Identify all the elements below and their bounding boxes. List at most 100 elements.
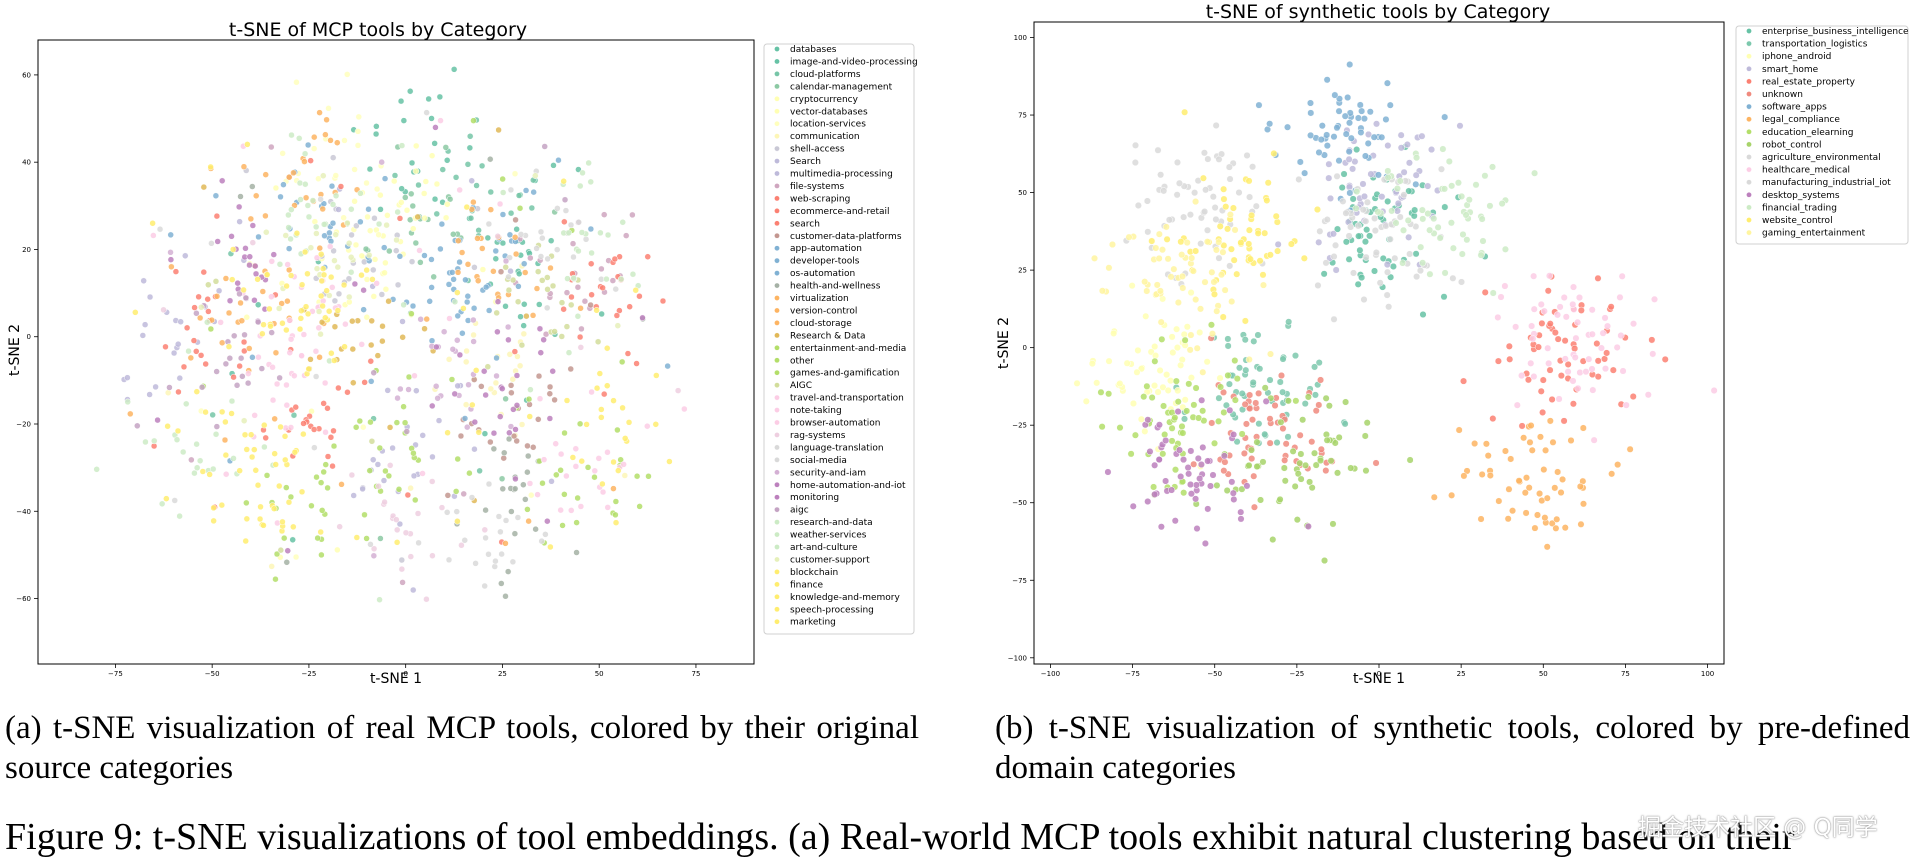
chart-b-point — [1533, 511, 1542, 519]
chart-a-legend-label: speech-processing — [790, 605, 874, 615]
chart-b-point — [1534, 343, 1542, 351]
chart-b-point — [1216, 374, 1224, 382]
chart-b-point — [1152, 244, 1160, 252]
chart-a-point — [350, 379, 357, 387]
chart-a-point — [367, 418, 374, 426]
chart-a-point — [288, 131, 295, 139]
chart-b-point — [1261, 229, 1269, 237]
chart-b-point — [1471, 439, 1479, 448]
chart-a-point — [235, 203, 243, 211]
chart-b-point — [1200, 149, 1208, 157]
chart-a-point — [542, 531, 549, 538]
chart-b-point — [1384, 142, 1392, 150]
chart-b-point — [1325, 174, 1333, 182]
chart-b-point — [1454, 179, 1462, 187]
chart-b-point — [1155, 456, 1163, 464]
chart-a-point — [246, 253, 254, 260]
chart-a-point — [249, 222, 257, 229]
chart-a-point — [565, 349, 573, 356]
chart-b-point — [1249, 378, 1257, 387]
chart-b-point — [1477, 515, 1485, 523]
chart-a-point — [197, 352, 205, 359]
chart-b-point — [1447, 219, 1455, 227]
chart-a-point — [350, 492, 357, 499]
chart-b-point — [1308, 484, 1316, 492]
chart-a-point — [546, 415, 554, 422]
chart-b-point — [1393, 185, 1401, 193]
chart-b-point — [1460, 472, 1468, 480]
chart-b-point — [1173, 158, 1182, 166]
chart-b-point — [1333, 172, 1341, 180]
chart-b-point — [1618, 272, 1626, 280]
chart-a-legend-marker — [774, 183, 780, 189]
chart-a-point — [291, 372, 298, 380]
chart-b-point — [1226, 175, 1234, 183]
chart-a-point — [243, 515, 251, 523]
chart-b-point — [1412, 180, 1420, 188]
chart-b-point — [1196, 305, 1205, 313]
chart-a-point — [252, 270, 260, 278]
chart-b-point — [1406, 456, 1414, 464]
chart-a-point — [382, 259, 389, 267]
chart-b-point — [1462, 211, 1470, 219]
chart-a-point — [213, 423, 221, 430]
chart-b-point — [1588, 330, 1596, 338]
chart-a-point — [502, 257, 510, 265]
chart-a-point — [522, 496, 529, 503]
chart-b-point — [1271, 401, 1279, 410]
chart-b-point — [1167, 273, 1175, 281]
chart-a-point — [240, 163, 248, 170]
chart-a-point — [363, 535, 370, 542]
chart-b-point — [1230, 495, 1238, 504]
chart-b-legend-label: education_elearning — [1762, 128, 1853, 138]
chart-a-point — [527, 491, 535, 499]
chart-a-point — [167, 256, 175, 263]
chart-b-point — [1098, 287, 1106, 295]
chart-a-point — [505, 336, 512, 344]
chart-a-legend-label: Research & Data — [790, 331, 866, 341]
chart-a-point — [398, 565, 406, 573]
chart-a-point — [593, 384, 601, 392]
chart-a-point — [482, 534, 489, 542]
chart-a-legend-marker — [774, 407, 780, 413]
chart-b-point — [1131, 431, 1139, 439]
chart-a-point — [331, 297, 339, 305]
chart-b-point — [1242, 366, 1250, 374]
chart-a-point — [512, 250, 520, 258]
chart-a-point — [430, 273, 437, 281]
chart-a-point — [309, 197, 317, 204]
chart-b-point — [1250, 503, 1258, 511]
chart-a-point — [407, 190, 415, 198]
chart-a-point — [576, 333, 584, 341]
chart-a-point — [313, 230, 320, 237]
chart-a-point — [234, 279, 241, 287]
chart-a-point — [370, 545, 378, 553]
chart-b-point — [1601, 314, 1609, 322]
chart-a-point — [310, 133, 318, 141]
chart-a-point — [363, 266, 370, 274]
chart-a-point — [284, 261, 291, 268]
chart-b-point — [1385, 303, 1393, 311]
chart-b-y-tick-label: −100 — [1008, 654, 1027, 662]
chart-a-point — [285, 498, 293, 506]
chart-b-point — [1349, 165, 1357, 173]
chart-b-point — [1255, 420, 1263, 428]
chart-a-point — [322, 131, 329, 138]
chart-a-point — [344, 219, 351, 227]
chart-a-point — [324, 453, 332, 460]
chart-a-point — [283, 381, 290, 389]
chart-b-point — [1233, 270, 1241, 278]
chart-b-point — [1440, 293, 1448, 301]
chart-a-point — [317, 330, 324, 338]
chart-a-point — [210, 504, 217, 512]
chart-a-point — [575, 247, 582, 255]
chart-b-point — [1394, 199, 1402, 207]
chart-a-point — [462, 276, 469, 284]
chart-a-point — [285, 266, 293, 274]
chart-a-point — [518, 421, 526, 428]
chart-a-point — [262, 434, 269, 442]
chart-a-point — [286, 349, 294, 356]
chart-a-point — [462, 358, 470, 366]
chart-b-point — [1347, 464, 1355, 472]
chart-a-point — [242, 294, 250, 302]
